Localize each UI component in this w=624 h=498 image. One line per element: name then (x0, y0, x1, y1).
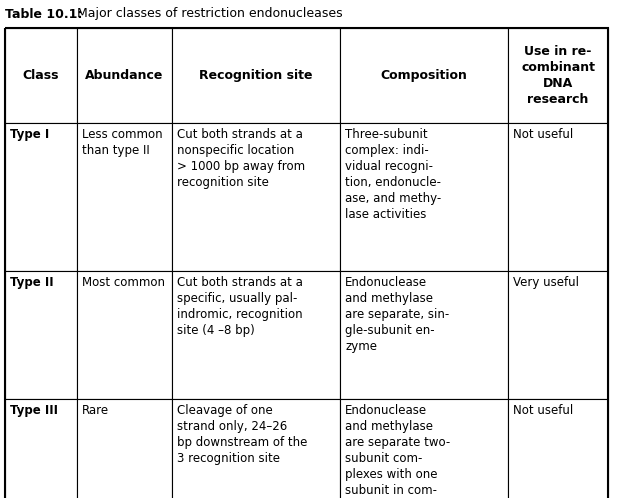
Bar (172, 271, 340, 399)
Text: Type II: Type II (10, 276, 54, 289)
Text: Table 10.1:: Table 10.1: (5, 7, 82, 20)
Bar (508, 123, 608, 271)
Bar (77, 123, 172, 271)
Text: Cut both strands at a
specific, usually pal-
indromic, recognition
site (4 –8 bp: Cut both strands at a specific, usually … (177, 276, 303, 337)
Text: Type III: Type III (10, 404, 58, 417)
Bar (508, 28, 608, 123)
Text: Cleavage of one
strand only, 24–26
bp downstream of the
3 recognition site: Cleavage of one strand only, 24–26 bp do… (177, 404, 308, 465)
Bar (340, 123, 508, 271)
Text: Rare: Rare (82, 404, 109, 417)
Text: Three-subunit
complex: indi-
vidual recogni-
tion, endonucle-
ase, and methy-
la: Three-subunit complex: indi- vidual reco… (345, 128, 441, 221)
Bar (340, 399, 508, 498)
Bar (5, 123, 77, 271)
Bar (77, 28, 172, 123)
Text: Composition: Composition (381, 69, 467, 82)
Text: Type I: Type I (10, 128, 49, 141)
Bar (172, 123, 340, 271)
Text: Cut both strands at a
nonspecific location
> 1000 bp away from
recognition site: Cut both strands at a nonspecific locati… (177, 128, 305, 189)
Text: Endonuclease
and methylase
are separate, sin-
gle-subunit en-
zyme: Endonuclease and methylase are separate,… (345, 276, 449, 353)
Text: Most common: Most common (82, 276, 165, 289)
Text: Not useful: Not useful (513, 404, 573, 417)
Bar (508, 271, 608, 399)
Text: Class: Class (22, 69, 59, 82)
Text: Endonuclease
and methylase
are separate two-
subunit com-
plexes with one
subuni: Endonuclease and methylase are separate … (345, 404, 451, 498)
Bar (77, 271, 172, 399)
Text: Very useful: Very useful (513, 276, 579, 289)
Text: Recognition site: Recognition site (199, 69, 313, 82)
Bar (172, 28, 340, 123)
Text: Not useful: Not useful (513, 128, 573, 141)
Text: Use in re-
combinant
DNA
research: Use in re- combinant DNA research (521, 45, 595, 106)
Bar (5, 28, 77, 123)
Bar (340, 28, 508, 123)
Bar (508, 399, 608, 498)
Bar (172, 399, 340, 498)
Bar (340, 271, 508, 399)
Text: Less common
than type II: Less common than type II (82, 128, 163, 157)
Bar (5, 271, 77, 399)
Text: Major classes of restriction endonucleases: Major classes of restriction endonucleas… (73, 7, 343, 20)
Bar (5, 399, 77, 498)
Text: Abundance: Abundance (85, 69, 163, 82)
Bar (77, 399, 172, 498)
